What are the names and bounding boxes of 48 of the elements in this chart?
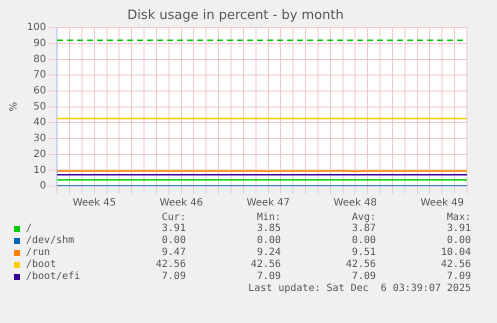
text: Last update: Sat Dec 6 03:39:07 2025 xyxy=(247,283,471,295)
text: 10.04 xyxy=(440,247,471,259)
text: 0.00 xyxy=(256,235,281,247)
y-tick-label: 90 xyxy=(33,38,46,50)
legend-label: /dev/shm xyxy=(26,235,74,247)
y-tick-label: 50 xyxy=(33,101,46,112)
legend-label: /boot/efi xyxy=(26,271,80,283)
text: 7.09 xyxy=(160,271,186,283)
legend-label: /boot xyxy=(26,259,56,271)
x-tick-label: Week 47 xyxy=(246,198,290,209)
text: 3.87 xyxy=(350,223,376,235)
y-tick-label: 40 xyxy=(33,117,46,128)
text: 0.00 xyxy=(350,235,376,247)
legend-label: / xyxy=(26,223,32,235)
x-tick-label: Week 46 xyxy=(160,198,203,209)
text: 9.47 xyxy=(160,247,186,259)
text: 9.51 xyxy=(350,247,376,259)
text: 42.56 xyxy=(154,259,186,271)
text: 7.09 xyxy=(446,271,471,283)
text: 3.85 xyxy=(256,223,281,235)
chart-title: Disk usage in percent - by month xyxy=(127,8,344,24)
text: 42.56 xyxy=(440,259,471,271)
text: Cur: xyxy=(160,212,186,223)
text: 3.91 xyxy=(160,223,186,235)
text: 42.56 xyxy=(250,259,281,271)
y-tick-label: 20 xyxy=(33,148,46,160)
x-tick-label: Week 49 xyxy=(420,198,464,209)
y-tick-label: 30 xyxy=(33,133,46,144)
text: 3.91 xyxy=(446,223,471,235)
y-tick-label: 100 xyxy=(26,22,46,34)
x-tick-label: Week 48 xyxy=(334,198,377,209)
text: Max: xyxy=(446,212,471,223)
y-tick-label: 10 xyxy=(33,164,46,176)
y-tick-label: 0 xyxy=(40,180,46,192)
y-tick-label: 60 xyxy=(33,86,46,97)
y-axis-title: % xyxy=(8,102,20,112)
text: 7.09 xyxy=(256,271,281,283)
text: 7.09 xyxy=(350,271,376,283)
y-tick-label: 80 xyxy=(33,54,46,65)
text: Avg: xyxy=(350,212,376,223)
text: 0.00 xyxy=(160,235,186,247)
text: 0.00 xyxy=(446,235,471,247)
legend-label: /run xyxy=(26,247,50,259)
y-tick-label: 70 xyxy=(33,70,46,81)
text: 42.56 xyxy=(344,259,376,271)
text: Min: xyxy=(256,212,281,223)
text: 9.24 xyxy=(256,247,281,259)
x-tick-label: Week 45 xyxy=(72,198,116,209)
